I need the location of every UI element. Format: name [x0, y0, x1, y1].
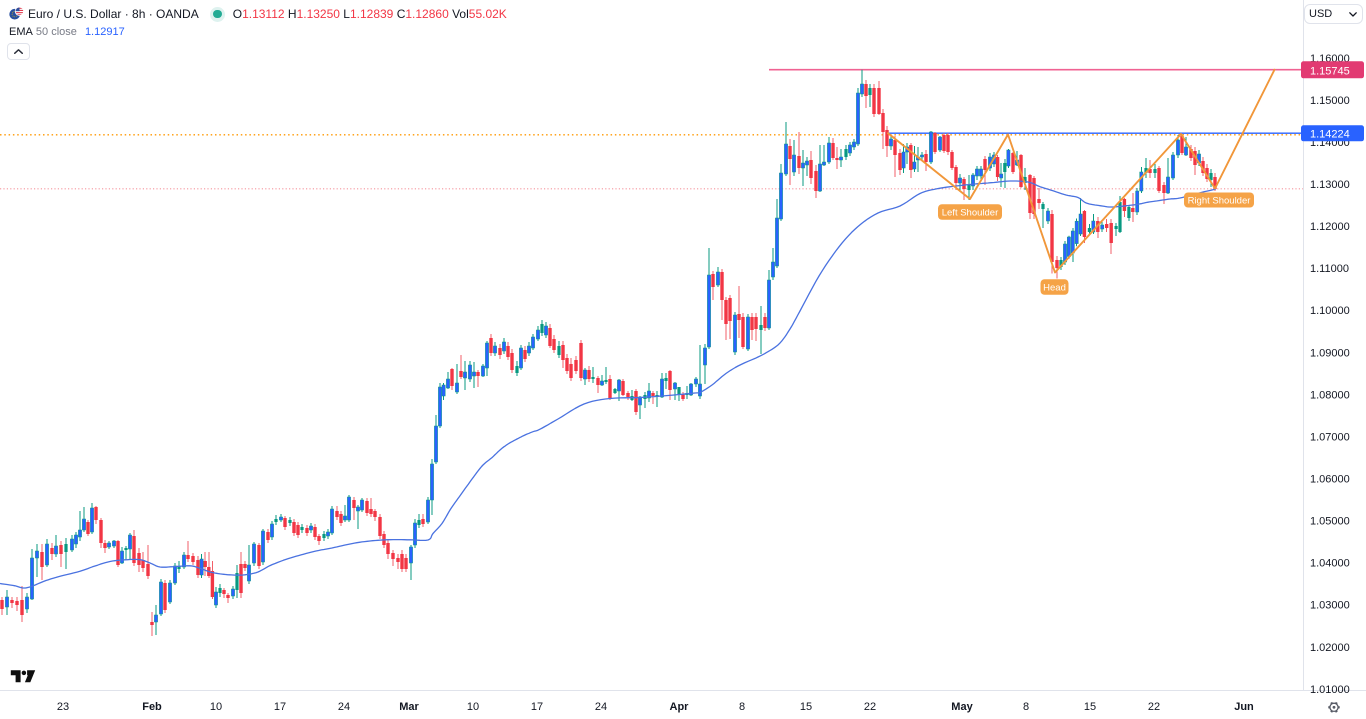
svg-text:Right Shoulder: Right Shoulder	[1188, 195, 1251, 206]
svg-text:1.02000: 1.02000	[1310, 642, 1350, 654]
svg-text:15: 15	[1084, 701, 1096, 713]
svg-text:Head: Head	[1043, 282, 1066, 293]
svg-text:1.11000: 1.11000	[1310, 263, 1349, 275]
svg-text:1.06000: 1.06000	[1310, 474, 1350, 486]
svg-text:1.04000: 1.04000	[1310, 558, 1350, 570]
svg-text:1.14224: 1.14224	[1310, 128, 1350, 140]
svg-text:15: 15	[800, 701, 812, 713]
svg-text:Left Shoulder: Left Shoulder	[942, 207, 999, 218]
svg-text:May: May	[951, 701, 973, 713]
svg-text:Feb: Feb	[142, 701, 162, 713]
svg-text:Apr: Apr	[670, 701, 690, 713]
svg-text:1.07000: 1.07000	[1310, 431, 1350, 443]
svg-text:1.08000: 1.08000	[1310, 389, 1350, 401]
svg-text:1.10000: 1.10000	[1310, 305, 1350, 317]
svg-text:1.15000: 1.15000	[1310, 95, 1350, 107]
svg-text:23: 23	[57, 701, 69, 713]
svg-text:1.05000: 1.05000	[1310, 516, 1350, 528]
svg-text:1.15745: 1.15745	[1310, 65, 1350, 77]
svg-text:17: 17	[531, 701, 543, 713]
svg-text:22: 22	[1148, 701, 1160, 713]
svg-text:10: 10	[210, 701, 222, 713]
svg-text:1.01000: 1.01000	[1310, 684, 1350, 696]
svg-text:1.09000: 1.09000	[1310, 347, 1350, 359]
svg-text:10: 10	[467, 701, 479, 713]
svg-text:Jun: Jun	[1234, 701, 1254, 713]
svg-text:22: 22	[864, 701, 876, 713]
svg-text:17: 17	[274, 701, 286, 713]
svg-text:1.13000: 1.13000	[1310, 179, 1350, 191]
svg-text:8: 8	[1023, 701, 1029, 713]
svg-text:24: 24	[595, 701, 607, 713]
svg-text:24: 24	[338, 701, 350, 713]
svg-text:8: 8	[739, 701, 745, 713]
svg-text:Mar: Mar	[399, 701, 419, 713]
svg-text:1.03000: 1.03000	[1310, 600, 1350, 612]
svg-text:1.12000: 1.12000	[1310, 221, 1350, 233]
